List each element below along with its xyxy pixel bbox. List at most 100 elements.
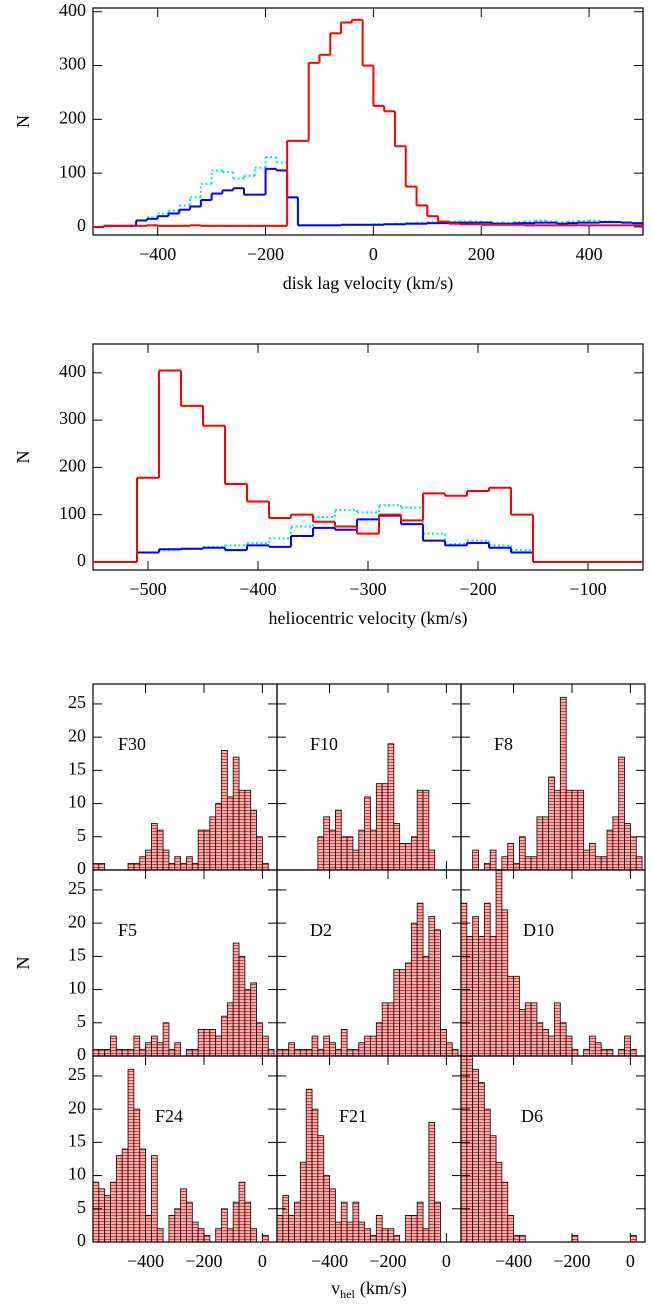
histogram-bar [393, 823, 401, 870]
histogram-bar [104, 1195, 111, 1242]
histogram-bar [428, 849, 436, 870]
histogram-bar [151, 823, 158, 870]
histogram-bar [335, 809, 342, 870]
histogram-bar [151, 1035, 158, 1056]
histogram-bar [364, 796, 371, 870]
x-axis-label-var: v [331, 1278, 340, 1298]
histogram-bar [168, 1215, 176, 1242]
x-tick-label: −300 [349, 579, 386, 599]
histogram-bar [530, 856, 538, 870]
y-tick-label: 25 [68, 878, 86, 898]
histogram-bar [180, 862, 187, 870]
y-axis-label: N [13, 451, 33, 464]
histogram-bar [226, 1002, 234, 1056]
histogram-bar [93, 1048, 100, 1056]
histogram-bar [317, 836, 325, 870]
histogram-bar [191, 862, 199, 870]
histogram-bar [478, 1082, 485, 1242]
y-tick-label: 100 [59, 503, 86, 523]
histogram-bar [145, 1042, 152, 1056]
histogram-bar [139, 1048, 146, 1056]
histogram-bar [226, 1228, 234, 1242]
histogram-bar [145, 849, 152, 870]
histogram-bar [501, 1181, 509, 1242]
histogram-bar [335, 1048, 342, 1056]
histogram-bar [612, 816, 620, 870]
histogram-bar [472, 849, 479, 870]
histogram-bar [559, 1022, 567, 1056]
panel-label: D2 [310, 920, 332, 940]
histogram-bar [472, 916, 479, 1056]
x-axis-label-sub: hel [340, 1287, 355, 1301]
histogram-bar [461, 902, 468, 1056]
histogram-bar [589, 1035, 596, 1056]
y-tick-label: 25 [68, 1064, 86, 1084]
histogram-bar [445, 1042, 453, 1056]
y-tick-label: 10 [68, 792, 86, 812]
histogram-bar [594, 1042, 602, 1056]
histogram-bar [513, 862, 520, 870]
histogram-bar [340, 1201, 348, 1242]
panel-bars [277, 902, 459, 1056]
histogram-bar [174, 856, 182, 870]
histogram-bar [191, 1048, 199, 1056]
histogram-bar [305, 1048, 313, 1056]
x-tick-label: 0 [369, 244, 378, 264]
panel-label: F8 [494, 734, 513, 754]
histogram-bar [323, 816, 330, 870]
histogram-bar [495, 1161, 503, 1242]
y-tick-label: 0 [77, 215, 86, 235]
histogram-bar [375, 1022, 383, 1056]
y-tick-label: 10 [68, 1164, 86, 1184]
y-axis-label: N [13, 115, 33, 128]
series-group [93, 18, 643, 228]
histogram-bar [98, 1048, 106, 1056]
histogram-bar [536, 1022, 544, 1056]
histogram-bar [405, 1215, 412, 1242]
x-tick-label: −200 [459, 579, 496, 599]
panel-bars [461, 870, 637, 1056]
histogram-bar [606, 1048, 614, 1056]
histogram-bar [127, 1048, 135, 1056]
histogram-bar [606, 829, 614, 870]
y-tick-label: 0 [77, 550, 86, 570]
histogram-bar [358, 829, 366, 870]
x-tick-label: −400 [311, 1251, 348, 1271]
histogram-bar [364, 1228, 371, 1242]
histogram-bar [197, 1029, 205, 1056]
histogram-bar [203, 829, 211, 870]
histogram-bar [542, 1029, 550, 1056]
histogram-bar [244, 1201, 252, 1242]
histogram-bar [203, 1234, 211, 1242]
y-tick-label: 0 [77, 1044, 86, 1064]
histogram-bar [358, 1042, 366, 1056]
x-tick-label: −200 [553, 1251, 590, 1271]
histogram-bar [311, 1035, 319, 1056]
histogram-bar [156, 1228, 164, 1242]
histogram-bar [618, 1048, 625, 1056]
histogram-bar [133, 1035, 141, 1056]
histogram-bar [110, 1181, 117, 1242]
histogram-bar [186, 856, 193, 870]
histogram-bar [221, 1015, 228, 1056]
x-tick-label: −200 [185, 1251, 222, 1271]
histogram-bar [168, 862, 176, 870]
histogram-bar [209, 1029, 217, 1056]
histogram-bar [387, 1228, 395, 1242]
histogram-bar [305, 1088, 313, 1242]
histogram-bar [410, 922, 418, 1056]
y-tick-label: 20 [68, 1097, 86, 1117]
histogram-bar [282, 1195, 290, 1242]
histogram-bar [507, 975, 514, 1056]
histogram-bar [548, 1035, 555, 1056]
histogram-bar [346, 1048, 354, 1056]
histogram-bar [156, 1042, 164, 1056]
histogram-bar [594, 856, 602, 870]
histogram-bar [405, 962, 412, 1056]
x-axis-label-unit: (km/s) [360, 1278, 407, 1299]
panel-label: F24 [155, 1106, 183, 1126]
histogram-bar [180, 1188, 187, 1242]
histogram-bar [375, 783, 383, 870]
histogram-bar [624, 823, 631, 870]
histogram-bar [104, 1048, 111, 1056]
